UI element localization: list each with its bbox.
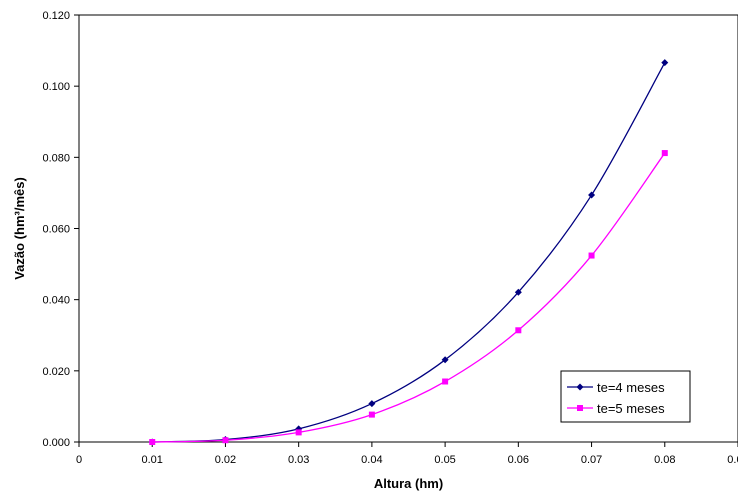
series-2-point bbox=[442, 378, 449, 385]
series-2-point bbox=[368, 411, 375, 418]
series-2-point bbox=[295, 429, 302, 436]
legend-item-1: te=4 meses bbox=[567, 380, 665, 395]
x-tick-label: 0.03 bbox=[288, 454, 309, 466]
legend-box bbox=[560, 370, 691, 423]
legend-item-2: te=5 meses bbox=[567, 401, 665, 416]
series-1-point bbox=[661, 59, 669, 67]
series-1-point bbox=[441, 356, 449, 364]
y-tick-label: 0.120 bbox=[42, 10, 70, 22]
series-2-point bbox=[661, 150, 668, 157]
y-tick-label: 0.000 bbox=[42, 437, 70, 449]
y-tick-label: 0.100 bbox=[42, 81, 70, 93]
x-tick-label: 0.04 bbox=[361, 454, 382, 466]
legend-label: te=4 meses bbox=[597, 380, 665, 395]
series-2 bbox=[149, 150, 668, 445]
x-tick-label: 0 bbox=[76, 454, 82, 466]
series-2-point bbox=[149, 439, 156, 445]
series-2-point bbox=[515, 327, 522, 334]
x-tick-label: 0.06 bbox=[508, 454, 529, 466]
x-tick-label: 0.08 bbox=[654, 454, 675, 466]
series-2-point bbox=[588, 252, 595, 259]
legend: te=4 meses te=5 meses bbox=[560, 370, 691, 423]
x-tick-label: 0.01 bbox=[142, 454, 163, 466]
x-tick-label: 0.09 bbox=[727, 454, 738, 466]
x-tick-label: 0.02 bbox=[215, 454, 236, 466]
series-1-point bbox=[368, 400, 376, 408]
legend-marker bbox=[576, 383, 584, 391]
series-2-point bbox=[222, 437, 229, 444]
series-layer bbox=[148, 59, 669, 446]
x-tick-label: 0.07 bbox=[581, 454, 602, 466]
axis-ticks: 0 0.01 0.02 0.03 0.04 0.05 0.06 0.07 0.08 0.09 0.0… bbox=[42, 10, 738, 466]
x-axis-title: Altura (hm) bbox=[374, 476, 443, 491]
x-tick-label: 0.05 bbox=[434, 454, 455, 466]
series-1-point bbox=[514, 288, 522, 296]
y-tick-label: 0.020 bbox=[42, 366, 70, 378]
y-tick-label: 0.060 bbox=[42, 224, 70, 236]
legend-label: te=5 meses bbox=[597, 401, 665, 416]
legend-marker bbox=[577, 405, 583, 411]
series-1-point bbox=[588, 191, 596, 199]
y-axis-title: Vazão (hm³/mês) bbox=[12, 177, 27, 280]
y-tick-label: 0.040 bbox=[42, 295, 70, 307]
y-tick-label: 0.080 bbox=[42, 152, 70, 164]
